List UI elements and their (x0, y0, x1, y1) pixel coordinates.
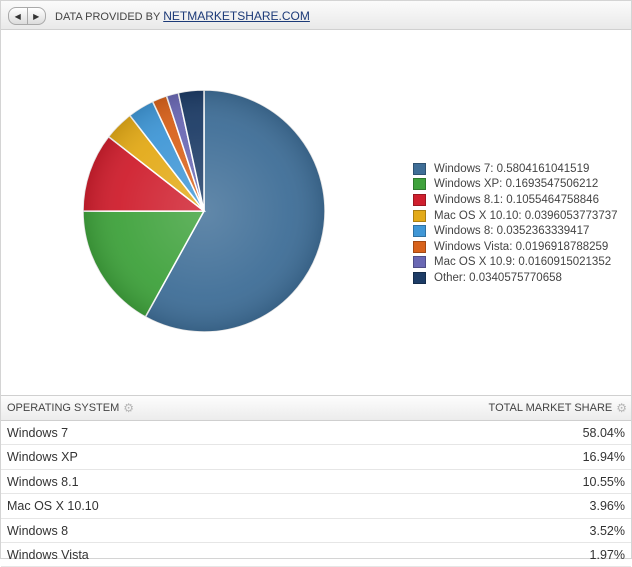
pie-chart (82, 89, 326, 333)
table-row: Windows XP 16.94% (1, 445, 631, 470)
chart-area: Windows 7: 0.5804161041519 Windows XP: 0.… (1, 30, 631, 394)
legend-label: Windows 8.1: 0.1055464758846 (434, 193, 599, 206)
share-value: 1.97% (589, 547, 625, 562)
header-os-label: OPERATING SYSTEM (7, 402, 120, 414)
legend-label: Mac OS X 10.10: 0.0396053773737 (434, 209, 618, 222)
legend-item[interactable]: Windows Vista: 0.0196918788259 (413, 239, 618, 255)
os-name: Windows XP (7, 450, 78, 465)
share-value: 10.55% (582, 474, 625, 489)
legend-item[interactable]: Other: 0.0340575770658 (413, 270, 618, 286)
legend-item[interactable]: Windows 7: 0.5804161041519 (413, 161, 618, 177)
legend-swatch (413, 225, 426, 238)
data-source-prefix: DATA PROVIDED BY (55, 11, 161, 23)
gear-icon[interactable]: ⚙ (123, 401, 135, 415)
data-source-note: DATA PROVIDED BY NETMARKETSHARE.COM (55, 9, 310, 23)
legend-label: Mac OS X 10.9: 0.0160915021352 (434, 256, 612, 269)
legend-item[interactable]: Mac OS X 10.9: 0.0160915021352 (413, 255, 618, 271)
next-button[interactable]: ▶ (26, 8, 46, 24)
legend-item[interactable]: Windows 8.1: 0.1055464758846 (413, 192, 618, 208)
legend-swatch (413, 240, 426, 253)
os-name: Windows 7 (7, 426, 69, 440)
legend-label: Windows XP: 0.1693547506212 (434, 178, 599, 191)
toolbar: ◀ ▶ DATA PROVIDED BY NETMARKETSHARE.COM (1, 1, 631, 30)
header-os[interactable]: OPERATING SYSTEM ⚙ (7, 402, 134, 414)
legend-swatch (413, 256, 426, 269)
triangle-right-icon: ▶ (33, 11, 40, 21)
os-name: Mac OS X 10.10 (7, 499, 99, 514)
legend-swatch (413, 271, 426, 284)
legend-item[interactable]: Windows 8: 0.0352363339417 (413, 223, 618, 239)
share-value: 58.04% (582, 426, 625, 440)
table-row: Windows 8.1 10.55% (1, 470, 631, 495)
legend-label: Other: 0.0340575770658 (434, 271, 562, 284)
triangle-left-icon: ◀ (14, 11, 21, 21)
table-header: OPERATING SYSTEM ⚙ TOTAL MARKET SHARE ⚙ (1, 395, 631, 421)
share-value: 16.94% (582, 450, 625, 465)
share-value: 3.96% (589, 499, 625, 514)
table-row: Mac OS X 10.10 3.96% (1, 494, 631, 519)
nav-button-group: ◀ ▶ (8, 7, 46, 25)
provider-link[interactable]: NETMARKETSHARE.COM (163, 9, 310, 23)
legend-label: Windows 7: 0.5804161041519 (434, 162, 590, 175)
table-row: Windows 7 58.04% (1, 421, 631, 446)
share-value: 3.52% (589, 523, 625, 538)
table-row: Windows Vista 1.97% (1, 543, 631, 567)
legend-label: Windows Vista: 0.0196918788259 (434, 240, 609, 253)
header-share-label: TOTAL MARKET SHARE (488, 402, 613, 414)
legend-swatch (413, 209, 426, 222)
os-name: Windows 8 (7, 523, 69, 538)
os-name: Windows 8.1 (7, 474, 79, 489)
os-name: Windows Vista (7, 547, 89, 562)
table-row: Windows 8 3.52% (1, 519, 631, 543)
legend-label: Windows 8: 0.0352363339417 (434, 225, 590, 238)
legend-swatch (413, 162, 426, 175)
chart-legend: Windows 7: 0.5804161041519 Windows XP: 0.… (413, 161, 618, 286)
gear-icon[interactable]: ⚙ (616, 401, 627, 415)
legend-item[interactable]: Windows XP: 0.1693547506212 (413, 177, 618, 193)
share-table: OPERATING SYSTEM ⚙ TOTAL MARKET SHARE ⚙ … (1, 395, 631, 567)
header-share[interactable]: TOTAL MARKET SHARE ⚙ (489, 402, 627, 414)
legend-item[interactable]: Mac OS X 10.10: 0.0396053773737 (413, 208, 618, 224)
prev-button[interactable]: ◀ (9, 8, 27, 24)
legend-swatch (413, 178, 426, 191)
legend-swatch (413, 193, 426, 206)
